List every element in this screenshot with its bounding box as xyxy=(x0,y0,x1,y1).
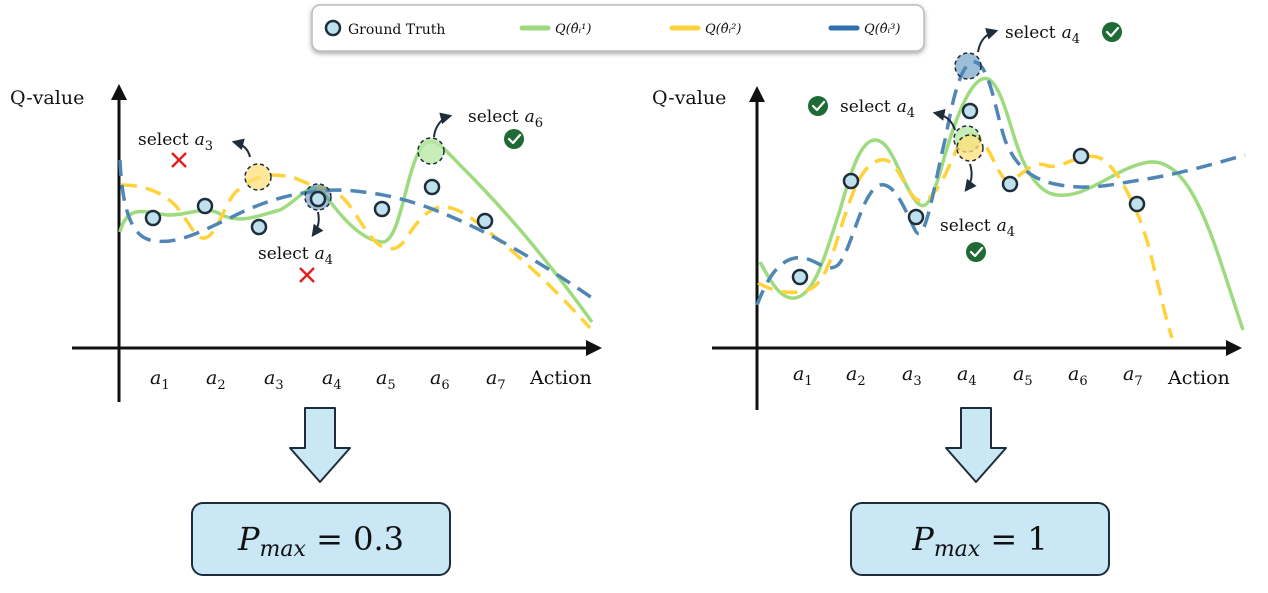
right-gt-point-a2 xyxy=(842,172,860,190)
left-down-arrow-icon xyxy=(289,407,351,483)
right-y-axis-arrow xyxy=(749,86,765,102)
legend: Ground Truth Q(θ̂ᵢ¹) Q(θ̂ᵢ²) Q(θ̂ᵢ³) xyxy=(311,4,925,52)
left-gt-point-a2 xyxy=(196,197,214,215)
legend-ground-truth-marker xyxy=(324,19,342,37)
right-tick-a7: a7 xyxy=(1123,363,1143,389)
right-result-p: P xyxy=(912,520,934,558)
left-gt-point-a6 xyxy=(423,178,441,196)
left-highlight-a6 xyxy=(417,137,445,165)
left-tick-a4: a4 xyxy=(322,367,342,393)
right-result-value: = 1 xyxy=(980,520,1048,558)
right-check-icon-low xyxy=(966,242,986,262)
left-arrow-a6 xyxy=(433,112,453,138)
right-annotation-low: select a4 xyxy=(940,216,1015,240)
left-tick-a7: a7 xyxy=(486,367,506,393)
left-gt-point-a3 xyxy=(250,218,268,236)
left-gt-point-a1 xyxy=(144,209,162,227)
right-down-arrow-icon xyxy=(945,407,1007,483)
right-arrow-top xyxy=(977,28,999,53)
left-gt-point-a4 xyxy=(309,190,327,208)
legend-q3-label: Q(θ̂ᵢ³) xyxy=(864,22,900,37)
left-tick-a5: a5 xyxy=(376,367,396,393)
left-check-icon-a6 xyxy=(504,129,524,149)
left-y-axis-label: Q-value xyxy=(10,87,84,109)
left-result-sub: max xyxy=(259,536,306,562)
right-arrow-mid xyxy=(932,109,956,131)
right-gt-point-a6 xyxy=(1072,147,1090,165)
left-x-axis-arrow xyxy=(586,340,602,356)
left-tick-a3: a3 xyxy=(264,367,284,393)
right-result-sub: max xyxy=(933,536,981,562)
left-y-axis-arrow xyxy=(111,84,127,100)
right-panel: Q-value Action a1 a2 a3 a4 a5 a6 a7 se xyxy=(652,22,1246,410)
right-tick-a4: a4 xyxy=(957,363,977,389)
right-tick-a6: a6 xyxy=(1068,363,1088,389)
left-tick-a6: a6 xyxy=(430,367,450,393)
legend-q1-label: Q(θ̂ᵢ¹) xyxy=(555,22,591,37)
left-cross-icon-a4 xyxy=(299,267,315,283)
right-tick-a1: a1 xyxy=(793,363,813,389)
left-result-p: P xyxy=(238,520,260,558)
left-tick-a2: a2 xyxy=(206,367,226,393)
left-cross-icon-a3 xyxy=(171,152,187,168)
right-annotation-top: select a4 xyxy=(1005,23,1080,47)
left-x-axis-label: Action xyxy=(529,367,592,389)
left-annotation-a4: select a4 xyxy=(258,244,333,268)
left-arrow-a4 xyxy=(311,211,324,237)
right-q2-curve xyxy=(757,132,1174,339)
right-tick-a5: a5 xyxy=(1013,363,1033,389)
right-gt-point-a1 xyxy=(791,268,809,286)
right-tick-a3: a3 xyxy=(902,363,922,389)
legend-q2-label: Q(θ̂ᵢ²) xyxy=(705,22,741,37)
left-arrow-a3 xyxy=(231,138,251,158)
left-q1-curve xyxy=(118,139,594,324)
left-highlight-a3 xyxy=(244,163,272,191)
left-gt-point-a5 xyxy=(373,200,391,218)
right-check-icon-mid xyxy=(808,96,828,116)
right-arrow-low xyxy=(964,163,977,192)
right-gt-point-a7 xyxy=(1128,195,1146,213)
left-result-value: = 0.3 xyxy=(305,520,404,558)
right-tick-a2: a2 xyxy=(846,363,866,389)
left-annotation-a3: select a3 xyxy=(138,130,213,154)
right-x-axis-label: Action xyxy=(1167,367,1230,389)
right-gt-point-a4 xyxy=(961,102,979,120)
left-tick-a1: a1 xyxy=(150,367,170,393)
left-gt-point-a7 xyxy=(476,212,494,230)
right-gt-point-a5 xyxy=(1001,175,1019,193)
left-panel: Q-value Action a1 a2 a3 a4 a5 a6 a7 se xyxy=(10,84,602,402)
right-q3-curve xyxy=(755,60,1246,306)
right-check-icon-top xyxy=(1102,22,1122,42)
right-y-axis-label: Q-value xyxy=(652,87,726,109)
right-q1-curve xyxy=(758,76,1245,331)
right-highlight-low xyxy=(956,134,984,162)
right-annotation-mid: select a4 xyxy=(840,97,915,121)
right-gt-point-a3 xyxy=(907,208,925,226)
right-x-axis-arrow xyxy=(1226,340,1242,356)
left-annotation-a6: select a6 xyxy=(468,107,543,131)
legend-ground-truth-label: Ground Truth xyxy=(348,22,445,38)
right-highlight-top xyxy=(954,52,982,80)
legend-box xyxy=(311,4,925,52)
